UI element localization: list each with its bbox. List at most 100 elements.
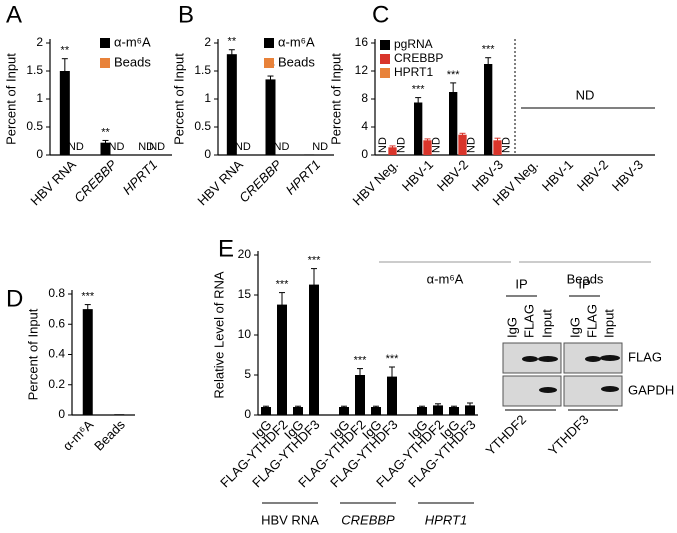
legend-swatch xyxy=(100,58,110,68)
x-tick-label: HPRT1 xyxy=(283,157,324,198)
x-tick-label: Beads xyxy=(91,417,128,454)
x-tick-label: HBV RNA xyxy=(27,157,79,209)
x-tick-label: HBV-1 xyxy=(399,157,436,194)
bar xyxy=(226,54,237,156)
bar xyxy=(339,407,349,415)
y-tick-label: 12 xyxy=(355,63,369,77)
band xyxy=(601,386,619,392)
bar xyxy=(458,134,467,155)
legend-label: Beads xyxy=(114,54,151,69)
bar xyxy=(417,407,427,415)
x-tick-label: HBV-2 xyxy=(434,157,471,194)
legend-label: Beads xyxy=(278,54,315,69)
annotation: *** xyxy=(386,353,400,365)
bar xyxy=(371,407,381,415)
annotation: *** xyxy=(354,355,368,367)
group-label: α-m⁶A xyxy=(427,271,464,286)
legend-label: CREBBP xyxy=(394,51,443,65)
ip-label: IP xyxy=(515,276,527,291)
y-axis-label: Percent of Input xyxy=(3,53,18,145)
y-tick-label: 15 xyxy=(238,287,252,301)
ip-label: IP xyxy=(578,276,590,291)
legend-swatch xyxy=(380,68,390,78)
legend-swatch xyxy=(264,58,274,68)
legend-label: pgRNA xyxy=(394,37,433,51)
annotation: ** xyxy=(101,126,110,138)
legend-swatch xyxy=(100,38,110,48)
bar xyxy=(449,92,458,155)
lane-label: Input xyxy=(601,309,616,338)
y-tick-label: 0.5 xyxy=(194,119,211,133)
y-tick-label: 10 xyxy=(238,327,252,341)
panel-letter: B xyxy=(178,1,194,28)
x-tick-label: α-m⁶A xyxy=(60,417,97,454)
legend-swatch xyxy=(380,40,390,50)
annotation: ND xyxy=(235,141,251,153)
x-tick-label: HBV Neg. xyxy=(350,157,401,208)
y-tick-label: 0.2 xyxy=(48,377,65,391)
annotation: ** xyxy=(228,36,237,48)
y-tick-label: 1 xyxy=(36,91,43,105)
bar xyxy=(293,407,303,415)
panel-letter: A xyxy=(6,1,22,28)
y-tick-label: 20 xyxy=(238,247,252,261)
band xyxy=(539,387,557,393)
y-tick-label: 0 xyxy=(58,407,65,421)
lane-label: FLAG xyxy=(584,304,599,338)
annotation: *** xyxy=(308,255,322,267)
bar xyxy=(82,309,93,415)
group-label: HPRT1 xyxy=(425,512,467,527)
bar xyxy=(261,407,271,415)
y-tick-label: 0 xyxy=(361,147,368,161)
bar xyxy=(265,79,276,155)
y-tick-label: 4 xyxy=(361,119,368,133)
y-tick-label: 2 xyxy=(36,35,43,49)
blot-group-label: YTHDF3 xyxy=(545,412,591,458)
annotation: *** xyxy=(81,290,95,302)
y-tick-label: 0.5 xyxy=(26,119,43,133)
legend-label: α-m⁶A xyxy=(278,34,315,49)
panel-letter: D xyxy=(6,285,23,312)
bar xyxy=(114,414,125,415)
annotation: *** xyxy=(447,69,461,81)
bar xyxy=(414,102,423,155)
y-tick-label: 0 xyxy=(204,147,211,161)
annotation: ND xyxy=(138,141,154,153)
y-tick-label: 0.6 xyxy=(48,316,65,330)
x-tick-label: HBV RNA xyxy=(194,157,246,209)
bar xyxy=(277,304,287,415)
band xyxy=(585,356,601,362)
band xyxy=(538,356,558,362)
annotation: ND xyxy=(109,141,125,153)
y-axis-label: Percent of Input xyxy=(328,53,343,145)
annotation: ND xyxy=(431,137,443,153)
legend-label: α-m⁶A xyxy=(114,34,151,49)
y-axis-label: Relative Level of RNA xyxy=(211,271,226,398)
y-tick-label: 1.5 xyxy=(194,63,211,77)
annotation: ND xyxy=(501,137,513,153)
x-tick-label: CREBBP xyxy=(236,157,285,206)
panel-letter: C xyxy=(372,1,389,28)
lane-label: FLAG xyxy=(521,304,536,338)
annotation: *** xyxy=(412,84,426,96)
annotation: ** xyxy=(61,45,70,57)
annotation: ND xyxy=(396,137,408,153)
bar xyxy=(493,140,502,155)
y-tick-label: 1 xyxy=(204,91,211,105)
x-tick-label: HBV-2 xyxy=(574,157,611,194)
band xyxy=(522,356,538,362)
group-label: CREBBP xyxy=(341,512,395,527)
legend-swatch xyxy=(264,38,274,48)
y-tick-label: 0.4 xyxy=(48,347,65,361)
bar xyxy=(309,284,319,415)
blot-group-label: YTHDF2 xyxy=(483,412,529,458)
row-label: FLAG xyxy=(628,349,662,364)
bar xyxy=(355,375,365,415)
annotation: ND xyxy=(312,141,328,153)
y-tick-label: 0 xyxy=(36,147,43,161)
annotation: ND xyxy=(149,141,165,153)
bar xyxy=(388,147,397,155)
y-axis-label: Percent of Input xyxy=(171,53,186,145)
y-tick-label: 8 xyxy=(361,91,368,105)
